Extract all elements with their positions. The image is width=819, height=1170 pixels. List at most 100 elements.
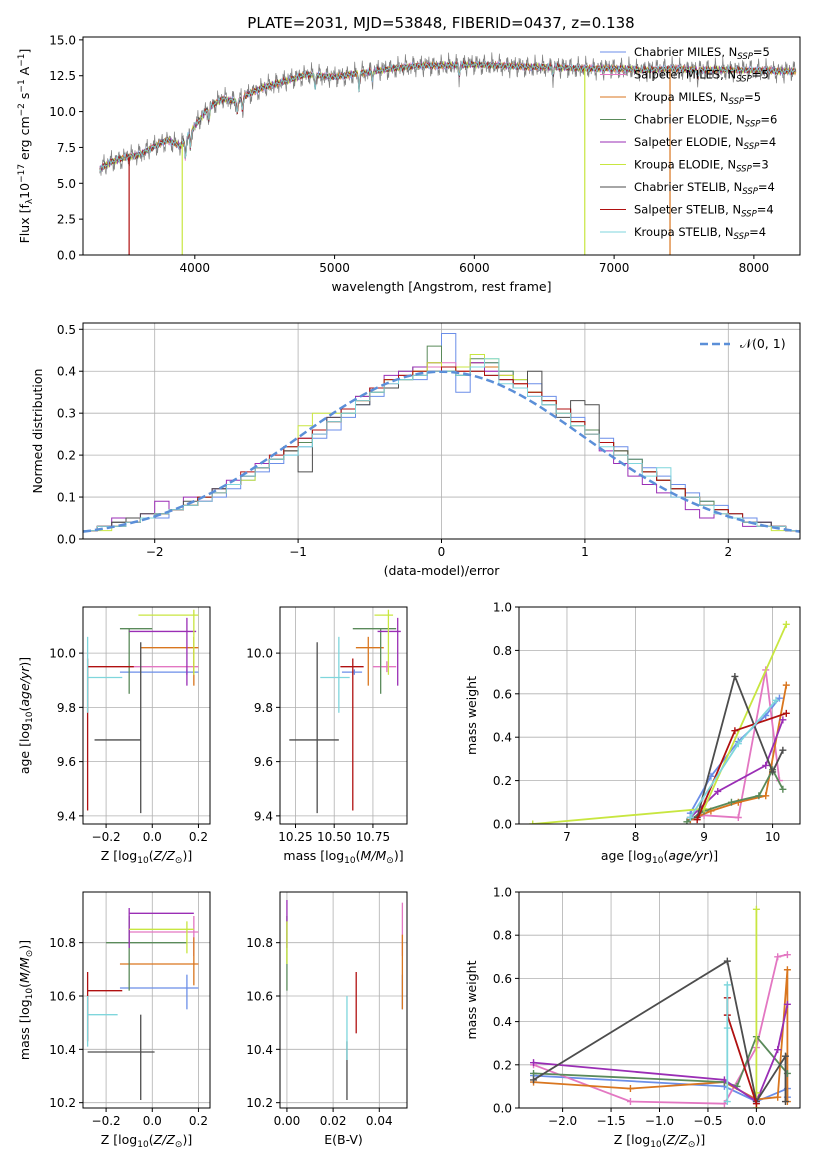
x-tick-label: 6000 (459, 261, 490, 275)
y-tick-label: 2.5 (57, 213, 76, 227)
legend: Chabrier MILES, NSSP=5 Salpeter MILES, NS… (600, 45, 777, 242)
weight-series-line (532, 624, 788, 824)
legend-entry: Salpeter STELIB, NSSP=4 (634, 203, 774, 220)
x-axis-label: Z [log10(Z/Z⊙)] (101, 1132, 192, 1150)
weight-marker (529, 820, 537, 824)
x-tick-label: 10.75 (356, 830, 390, 844)
y-tick-label: 0.6 (493, 972, 512, 986)
y-tick-label: 9.4 (57, 809, 76, 823)
weight-marker (762, 792, 770, 800)
y-tick-label: 7.5 (57, 141, 76, 155)
y-tick-label: 1.0 (493, 601, 512, 615)
legend-entry: Kroupa STELIB, NSSP=4 (634, 225, 766, 242)
y-tick-label: 0.4 (493, 1015, 512, 1029)
weight-marker (783, 1000, 791, 1008)
model-spectrum-line (99, 59, 796, 172)
y-tick-label: 0.3 (57, 407, 76, 421)
x-tick-label: 4000 (180, 261, 211, 275)
y-tick-label: 0.2 (493, 774, 512, 788)
y-tick-label: 9.4 (254, 809, 273, 823)
x-tick-label: 7 (563, 830, 571, 844)
x-axis-label: E(B-V) (324, 1132, 363, 1147)
legend-entry: Kroupa ELODIE, NSSP=3 (634, 158, 769, 175)
weight-marker (774, 1093, 782, 1101)
x-tick-label: −1.5 (596, 1114, 625, 1128)
grid-lines (83, 607, 210, 824)
axes-frame (279, 891, 408, 1109)
y-axis-label: Normed distribution (30, 369, 45, 494)
weight-marker (779, 785, 787, 793)
plot-area (530, 905, 791, 1108)
x-tick-label: 10.50 (317, 830, 351, 844)
legend-entry: 𝒩(0, 1) (740, 336, 786, 351)
y-axis-label: age [log10(age/yr)] (17, 657, 35, 774)
weight-marker (686, 813, 694, 821)
y-tick-label: 0.6 (493, 687, 512, 701)
legend-entry: Chabrier MILES, NSSP=5 (634, 45, 770, 62)
weight-marker (779, 746, 787, 754)
weight-marker (626, 1098, 634, 1106)
grid-lines (280, 892, 407, 1108)
x-tick-label: −2.0 (548, 1114, 577, 1128)
x-tick-label: −1 (289, 545, 307, 559)
y-tick-label: 9.8 (254, 701, 273, 715)
x-tick-label: −0.2 (92, 1114, 121, 1128)
x-tick-label: 0 (438, 545, 446, 559)
chart-spectrum: 4000 5000 6000 7000 8000 0.0 2.5 5.0 7.5 10.0 12.5… (17, 33, 801, 294)
weight-marker (731, 727, 739, 735)
figure-title: PLATE=2031, MJD=53848, FIBERID=0437, z=0… (247, 14, 634, 32)
legend-entry: Salpeter ELODIE, NSSP=4 (634, 135, 776, 152)
y-tick-label: 10.0 (49, 647, 76, 661)
y-tick-label: 10.4 (246, 1043, 273, 1057)
y-tick-label: 10.0 (246, 647, 273, 661)
weight-marker (779, 716, 787, 724)
weight-marker (752, 905, 760, 913)
grid-lines (83, 892, 210, 1108)
y-tick-label: 15.0 (49, 33, 76, 47)
y-tick-label: 10.8 (49, 936, 76, 950)
chart-mass-age: 10.25 10.50 10.75 9.4 9.6 9.8 10.0 mass [log10(… (246, 606, 408, 866)
x-tick-label: −0.2 (92, 830, 121, 844)
axes-frame (82, 36, 801, 256)
y-tick-label: 1.0 (493, 886, 512, 900)
y-tick-label: 0.0 (57, 249, 76, 263)
weight-marker (693, 816, 701, 824)
weight-marker (734, 740, 742, 748)
y-tick-label: 12.5 (49, 69, 76, 83)
x-axis-label: mass [log10(M/M⊙)] (283, 848, 403, 866)
y-tick-label: 0.0 (493, 1102, 512, 1116)
plot-area (289, 609, 401, 814)
x-axis-label: (data-model)/error (384, 563, 501, 578)
y-tick-label: 10.4 (49, 1043, 76, 1057)
axes-frame (518, 606, 801, 825)
x-axis-label: Z [log10(Z/Z⊙)] (101, 848, 192, 866)
x-tick-label: 10 (765, 830, 780, 844)
weight-marker (783, 966, 791, 974)
weight-marker (782, 620, 790, 628)
weight-marker (782, 681, 790, 689)
x-tick-label: 0.0 (747, 1114, 766, 1128)
y-axis-label: mass weight (464, 960, 479, 1039)
chart-weights-z: −2.0 −1.5 −1.0 −0.5 0.0 0.0 0.2 0.4 0.6 0.8 1.0 Z [… (464, 886, 801, 1150)
chart-residuals: −2 −1 0 1 2 0.0 0.1 0.2 0.3 0.4 0.5 (data-model)/er… (30, 322, 801, 578)
chart-z-age: −0.2 0.0 0.2 9.4 9.6 9.8 10.0 Z [log10(Z/Z⊙)] ag… (17, 606, 211, 866)
weight-marker (782, 709, 790, 717)
x-tick-label: 7000 (599, 261, 630, 275)
plot-area (529, 620, 790, 824)
gaussian-reference-curve (83, 370, 800, 533)
plot-area (99, 52, 797, 255)
x-axis-label: age [log10(age/yr)] (601, 848, 718, 866)
axes-frame (279, 606, 408, 825)
weight-marker (774, 1046, 782, 1054)
y-tick-label: 0.2 (493, 1058, 512, 1072)
plot-area (83, 333, 800, 539)
x-tick-label: 0.00 (274, 1114, 301, 1128)
y-tick-label: 5.0 (57, 177, 76, 191)
plot-area (86, 908, 199, 1100)
y-tick-label: 10.0 (49, 105, 76, 119)
weight-marker (769, 768, 777, 776)
plot-area (286, 900, 404, 1100)
y-tick-label: 9.8 (57, 701, 76, 715)
legend-entry: Salpeter MILES, NSSP=5 (634, 68, 769, 85)
y-tick-label: 10.2 (49, 1096, 76, 1110)
